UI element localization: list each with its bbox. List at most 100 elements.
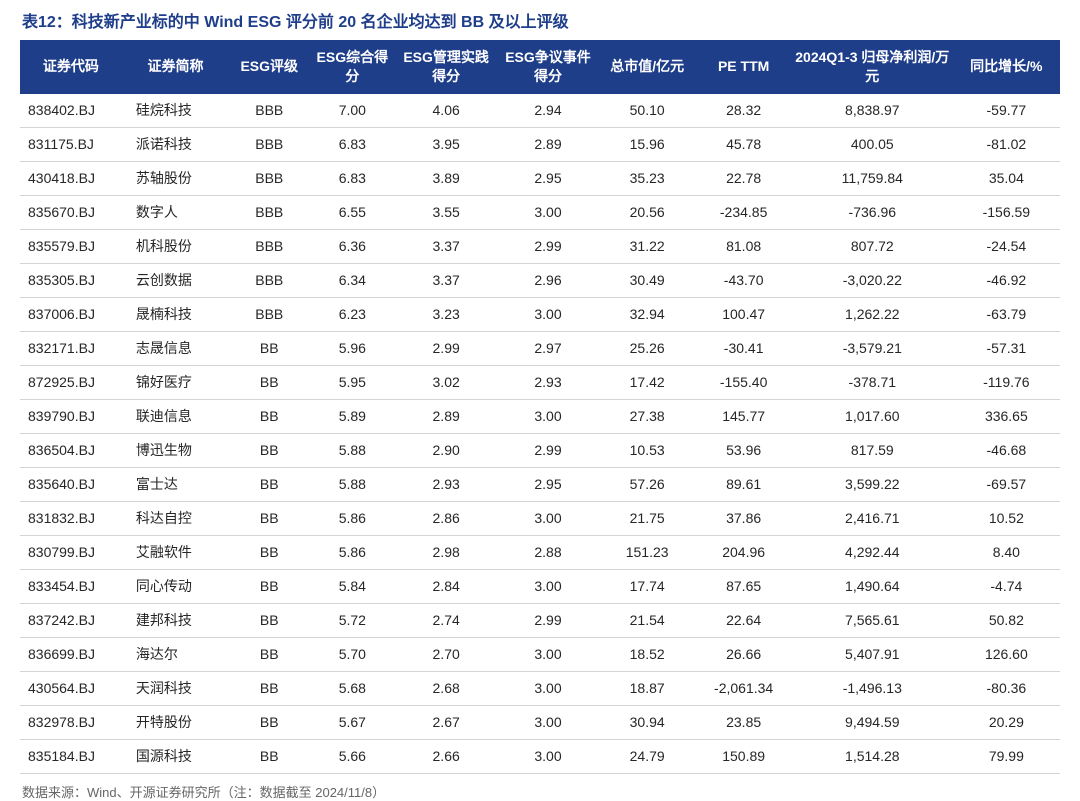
cell-mgmt: 2.98: [395, 535, 497, 569]
cell-disp: 3.00: [497, 569, 599, 603]
cell-pe: 81.08: [695, 229, 791, 263]
cell-name: 国源科技: [122, 739, 229, 773]
cell-mcap: 20.56: [599, 195, 695, 229]
cell-score: 6.23: [309, 297, 395, 331]
cell-mcap: 30.94: [599, 705, 695, 739]
cell-code: 836699.BJ: [20, 637, 122, 671]
cell-mcap: 25.26: [599, 331, 695, 365]
cell-profit: 3,599.22: [792, 467, 953, 501]
cell-score: 5.68: [309, 671, 395, 705]
cell-disp: 2.88: [497, 535, 599, 569]
cell-disp: 3.00: [497, 501, 599, 535]
table-row: 430564.BJ天润科技BB5.682.683.0018.87-2,061.3…: [20, 671, 1060, 705]
col-rating: ESG评级: [229, 40, 309, 94]
cell-profit: 1,514.28: [792, 739, 953, 773]
cell-mcap: 17.42: [599, 365, 695, 399]
cell-disp: 2.89: [497, 127, 599, 161]
cell-yoy: -46.92: [953, 263, 1060, 297]
cell-mcap: 31.22: [599, 229, 695, 263]
cell-disp: 2.95: [497, 161, 599, 195]
table-row: 838402.BJ硅烷科技BBB7.004.062.9450.1028.328,…: [20, 94, 1060, 128]
cell-code: 833454.BJ: [20, 569, 122, 603]
cell-score: 5.88: [309, 467, 395, 501]
data-source-footer: 数据来源：Wind、开源证券研究所（注：数据截至 2024/11/8）: [20, 782, 1060, 801]
cell-pe: 53.96: [695, 433, 791, 467]
cell-rating: BB: [229, 331, 309, 365]
cell-profit: 2,416.71: [792, 501, 953, 535]
table-row: 835579.BJ机科股份BBB6.363.372.9931.2281.0880…: [20, 229, 1060, 263]
cell-profit: 11,759.84: [792, 161, 953, 195]
cell-name: 云创数据: [122, 263, 229, 297]
table-title: 表12：科技新产业标的中 Wind ESG 评分前 20 名企业均达到 BB 及…: [20, 8, 1060, 32]
cell-disp: 3.00: [497, 297, 599, 331]
cell-pe: 45.78: [695, 127, 791, 161]
esg-table: 证券代码 证券简称 ESG评级 ESG综合得分 ESG管理实践得分 ESG争议事…: [20, 40, 1060, 774]
cell-pe: 87.65: [695, 569, 791, 603]
cell-yoy: 10.52: [953, 501, 1060, 535]
cell-profit: -3,020.22: [792, 263, 953, 297]
cell-rating: BB: [229, 399, 309, 433]
cell-pe: 100.47: [695, 297, 791, 331]
cell-code: 837006.BJ: [20, 297, 122, 331]
cell-rating: BBB: [229, 161, 309, 195]
cell-disp: 2.96: [497, 263, 599, 297]
cell-score: 5.86: [309, 535, 395, 569]
cell-code: 830799.BJ: [20, 535, 122, 569]
table-row: 831175.BJ派诺科技BBB6.833.952.8915.9645.7840…: [20, 127, 1060, 161]
table-row: 837242.BJ建邦科技BB5.722.742.9921.5422.647,5…: [20, 603, 1060, 637]
cell-yoy: 20.29: [953, 705, 1060, 739]
cell-yoy: -59.77: [953, 94, 1060, 128]
cell-score: 6.83: [309, 127, 395, 161]
cell-yoy: -156.59: [953, 195, 1060, 229]
cell-code: 839790.BJ: [20, 399, 122, 433]
cell-pe: 22.64: [695, 603, 791, 637]
cell-mgmt: 2.93: [395, 467, 497, 501]
cell-mcap: 21.75: [599, 501, 695, 535]
cell-disp: 2.99: [497, 229, 599, 263]
cell-code: 831832.BJ: [20, 501, 122, 535]
cell-rating: BBB: [229, 195, 309, 229]
cell-profit: 4,292.44: [792, 535, 953, 569]
cell-yoy: 79.99: [953, 739, 1060, 773]
cell-mgmt: 3.95: [395, 127, 497, 161]
cell-name: 锦好医疗: [122, 365, 229, 399]
cell-name: 艾融软件: [122, 535, 229, 569]
cell-name: 开特股份: [122, 705, 229, 739]
cell-rating: BBB: [229, 94, 309, 128]
cell-pe: 89.61: [695, 467, 791, 501]
cell-score: 5.67: [309, 705, 395, 739]
cell-profit: 9,494.59: [792, 705, 953, 739]
cell-rating: BB: [229, 671, 309, 705]
cell-score: 6.55: [309, 195, 395, 229]
cell-code: 835670.BJ: [20, 195, 122, 229]
cell-yoy: -46.68: [953, 433, 1060, 467]
cell-yoy: -4.74: [953, 569, 1060, 603]
table-row: 837006.BJ晟楠科技BBB6.233.233.0032.94100.471…: [20, 297, 1060, 331]
cell-score: 5.84: [309, 569, 395, 603]
cell-name: 联迪信息: [122, 399, 229, 433]
cell-mgmt: 2.99: [395, 331, 497, 365]
cell-yoy: -63.79: [953, 297, 1060, 331]
cell-mcap: 10.53: [599, 433, 695, 467]
col-pe: PE TTM: [695, 40, 791, 94]
cell-mgmt: 3.55: [395, 195, 497, 229]
cell-rating: BB: [229, 569, 309, 603]
cell-mcap: 32.94: [599, 297, 695, 331]
cell-pe: -155.40: [695, 365, 791, 399]
cell-rating: BBB: [229, 297, 309, 331]
cell-pe: -30.41: [695, 331, 791, 365]
header-row: 证券代码 证券简称 ESG评级 ESG综合得分 ESG管理实践得分 ESG争议事…: [20, 40, 1060, 94]
cell-disp: 2.93: [497, 365, 599, 399]
cell-mcap: 24.79: [599, 739, 695, 773]
cell-disp: 2.95: [497, 467, 599, 501]
col-disp: ESG争议事件得分: [497, 40, 599, 94]
cell-yoy: -119.76: [953, 365, 1060, 399]
table-row: 835670.BJ数字人BBB6.553.553.0020.56-234.85-…: [20, 195, 1060, 229]
cell-mcap: 21.54: [599, 603, 695, 637]
cell-mcap: 15.96: [599, 127, 695, 161]
cell-score: 5.86: [309, 501, 395, 535]
cell-profit: -736.96: [792, 195, 953, 229]
cell-mcap: 50.10: [599, 94, 695, 128]
cell-score: 5.66: [309, 739, 395, 773]
cell-rating: BBB: [229, 229, 309, 263]
